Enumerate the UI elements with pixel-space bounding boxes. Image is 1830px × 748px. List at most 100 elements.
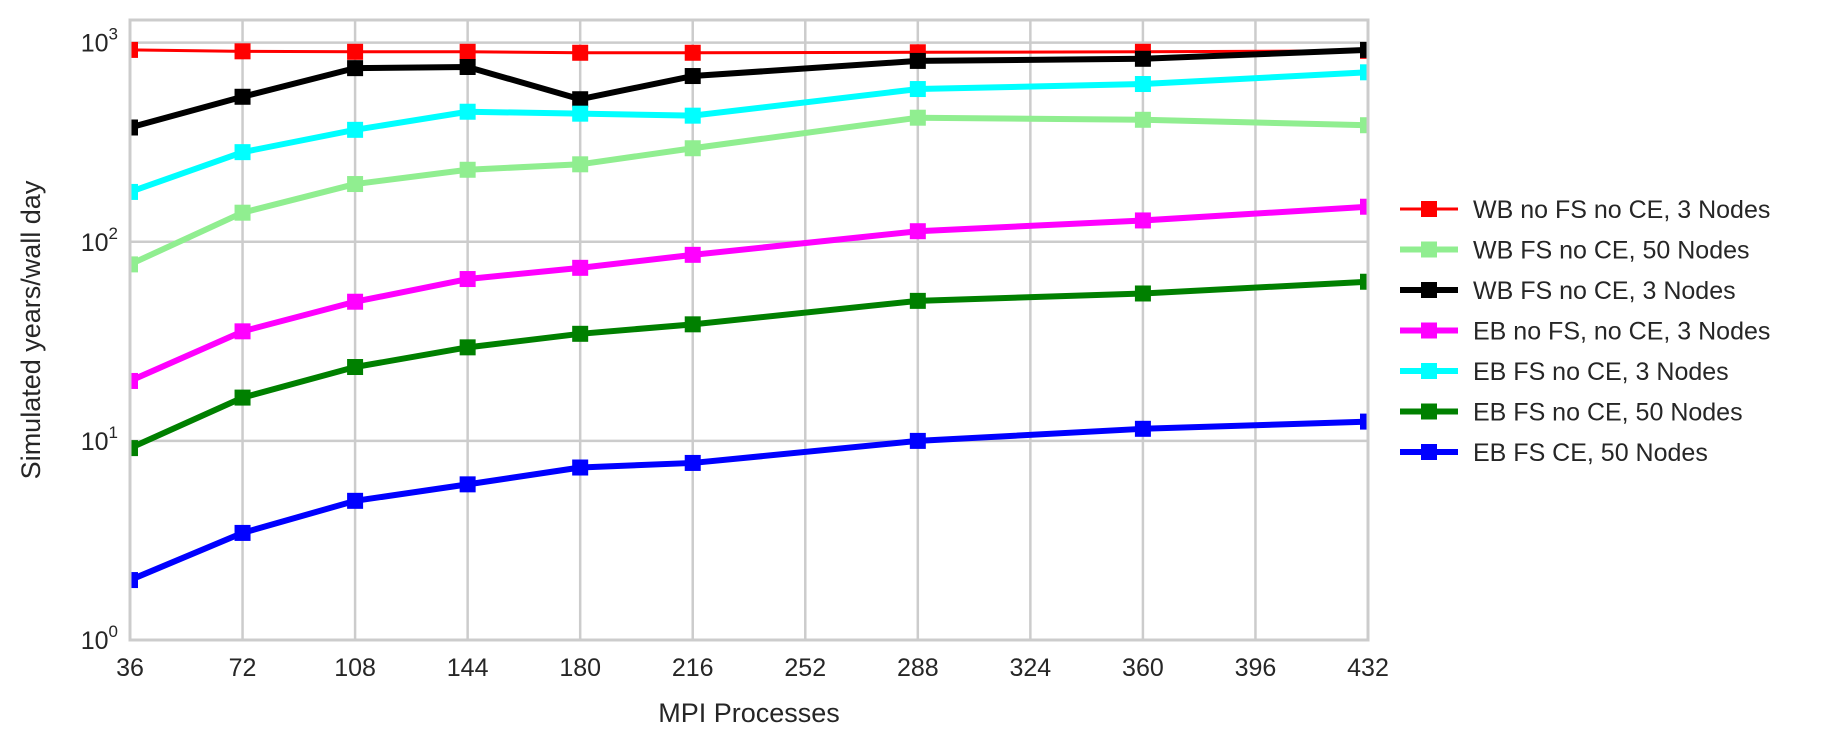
data-point xyxy=(234,144,251,161)
legend-label: EB FS CE, 50 Nodes xyxy=(1473,439,1708,467)
data-point xyxy=(909,292,926,309)
x-tick-label: 108 xyxy=(334,654,376,682)
data-point xyxy=(1360,273,1368,290)
legend-label: EB no FS, no CE, 3 Nodes xyxy=(1473,318,1770,346)
x-tick-label: 180 xyxy=(559,654,601,682)
data-point xyxy=(684,68,701,85)
data-point xyxy=(347,121,364,138)
legend-swatch-marker xyxy=(1421,444,1437,460)
x-tick-label: 72 xyxy=(229,654,257,682)
data-point xyxy=(909,81,926,98)
data-point xyxy=(909,432,926,449)
legend-item: WB FS no CE, 50 Nodes xyxy=(1400,237,1750,265)
data-point xyxy=(347,293,364,310)
legend-swatch-marker xyxy=(1421,363,1437,379)
data-point xyxy=(459,103,476,120)
y-axis-title: Simulated years/wall day xyxy=(16,180,46,479)
data-point xyxy=(459,161,476,178)
data-point xyxy=(347,43,364,60)
data-point xyxy=(572,156,589,173)
data-point xyxy=(572,259,589,276)
series-layer xyxy=(130,41,1368,589)
x-tick-label: 36 xyxy=(116,654,144,682)
legend-label: EB FS no CE, 3 Nodes xyxy=(1473,358,1729,386)
data-point xyxy=(234,43,251,60)
data-point xyxy=(234,88,251,105)
data-point xyxy=(234,524,251,541)
legend-item: EB no FS, no CE, 3 Nodes xyxy=(1400,318,1770,346)
plot-frame xyxy=(128,18,1370,642)
data-point xyxy=(459,58,476,75)
data-point xyxy=(459,339,476,356)
legend-item: WB no FS no CE, 3 Nodes xyxy=(1400,196,1770,224)
data-point xyxy=(130,572,138,589)
legend-item: EB FS CE, 50 Nodes xyxy=(1400,439,1708,467)
data-point xyxy=(909,223,926,240)
data-point xyxy=(684,316,701,333)
legend-item: EB FS no CE, 50 Nodes xyxy=(1400,399,1743,427)
data-point xyxy=(347,359,364,376)
data-point xyxy=(684,140,701,157)
data-point xyxy=(130,183,138,200)
data-point xyxy=(1134,111,1151,128)
data-point xyxy=(1134,212,1151,229)
legend-swatch-marker xyxy=(1421,282,1437,298)
x-tick-label: 324 xyxy=(1010,654,1052,682)
data-point xyxy=(459,271,476,288)
data-point xyxy=(1134,76,1151,93)
data-point xyxy=(684,246,701,263)
data-point xyxy=(1360,413,1368,430)
legend-label: WB no FS no CE, 3 Nodes xyxy=(1473,196,1770,224)
data-point xyxy=(130,440,138,457)
x-tick-labels: 36 72 108 144 180 216 252 288 324 360 396 432 xyxy=(116,654,1389,682)
data-point xyxy=(572,91,589,108)
x-tick-label: 288 xyxy=(897,654,939,682)
data-point xyxy=(234,204,251,221)
x-tick-label: 432 xyxy=(1347,654,1389,682)
data-point xyxy=(130,119,138,136)
data-point xyxy=(347,492,364,509)
data-point xyxy=(130,256,138,273)
data-point xyxy=(1360,198,1368,215)
data-point xyxy=(684,44,701,61)
legend-label: WB FS no CE, 50 Nodes xyxy=(1473,237,1750,265)
data-point xyxy=(234,389,251,406)
x-tick-label: 216 xyxy=(672,654,714,682)
x-tick-label: 360 xyxy=(1122,654,1164,682)
legend-label: WB FS no CE, 3 Nodes xyxy=(1473,277,1736,305)
data-point xyxy=(1360,117,1368,134)
legend-item: EB FS no CE, 3 Nodes xyxy=(1400,358,1729,386)
legend-swatch-marker xyxy=(1421,241,1437,258)
data-point xyxy=(1360,64,1368,81)
legend-swatch-marker xyxy=(1421,201,1437,217)
data-point xyxy=(130,41,138,58)
legend-label: EB FS no CE, 50 Nodes xyxy=(1473,399,1743,427)
data-point xyxy=(130,372,138,389)
data-point xyxy=(572,44,589,61)
data-point xyxy=(684,107,701,124)
x-tick-label: 396 xyxy=(1235,654,1277,682)
data-point xyxy=(684,454,701,471)
legend-swatch-marker xyxy=(1421,403,1437,420)
data-point xyxy=(572,325,589,342)
data-point xyxy=(347,60,364,77)
data-point xyxy=(909,109,926,126)
x-tick-label: 252 xyxy=(784,654,826,682)
data-point xyxy=(234,323,251,340)
x-tick-label: 144 xyxy=(447,654,489,682)
data-point xyxy=(1134,420,1151,437)
x-axis-title: MPI Processes xyxy=(658,698,840,728)
legend-swatch-marker xyxy=(1421,322,1437,339)
data-point xyxy=(909,52,926,69)
data-point xyxy=(1134,50,1151,67)
data-point xyxy=(347,176,364,193)
data-point xyxy=(459,476,476,493)
data-point xyxy=(1360,41,1368,58)
legend: WB no FS no CE, 3 Nodes WB FS no CE, 50 N… xyxy=(1400,196,1770,467)
data-point xyxy=(459,43,476,60)
legend-item: WB FS no CE, 3 Nodes xyxy=(1400,277,1736,305)
data-point xyxy=(572,105,589,122)
data-point xyxy=(1134,285,1151,302)
data-point xyxy=(572,459,589,476)
